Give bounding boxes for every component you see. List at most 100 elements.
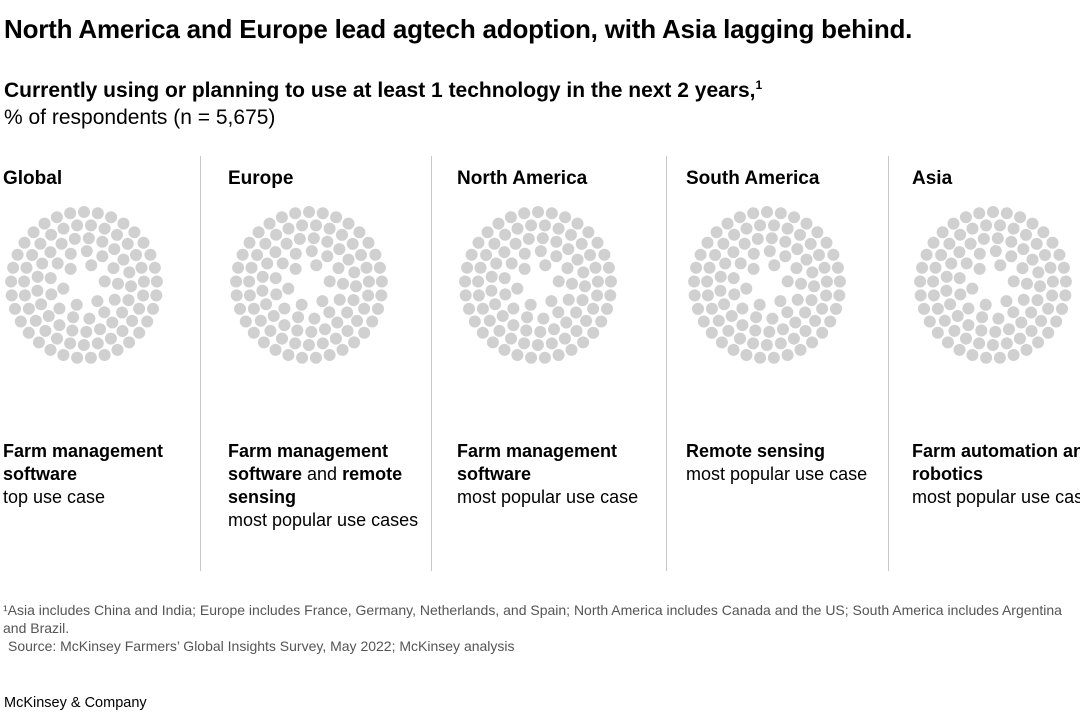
respondent-dot <box>767 351 780 364</box>
respondent-dot <box>989 245 1002 258</box>
respondent-dot <box>794 228 806 241</box>
use-case-highlight: Farm management software <box>457 441 618 484</box>
respondent-dot <box>511 282 524 295</box>
respondent-dot <box>245 261 258 274</box>
respondent-dot <box>1017 293 1030 306</box>
respondent-dot <box>550 235 563 248</box>
respondent-dot <box>362 275 375 288</box>
respondent-dot <box>940 284 953 297</box>
respondent-dot <box>243 236 256 249</box>
respondent-dot <box>824 315 837 328</box>
respondent-dot <box>116 306 129 319</box>
respondent-dot <box>55 237 68 250</box>
respondent-dot <box>1046 275 1059 288</box>
respondent-dot <box>808 280 820 293</box>
respondent-dot <box>45 288 58 301</box>
respondent-dot <box>1050 315 1063 328</box>
respondent-dot <box>973 207 986 220</box>
respondent-dot <box>98 306 111 319</box>
region-name: Europe <box>228 168 294 189</box>
use-case-label: most popular use case <box>686 464 868 484</box>
respondent-dot <box>964 237 977 250</box>
respondent-dot <box>753 298 766 311</box>
respondent-dot <box>561 262 574 275</box>
subtitle-footnote-marker: 1 <box>755 78 763 92</box>
respondent-dot <box>1046 289 1059 302</box>
respondent-dot <box>98 275 111 288</box>
respondent-dot <box>252 226 265 239</box>
respondent-dot <box>552 275 565 288</box>
use-case-text: Farm management software top use case <box>3 440 223 509</box>
respondent-dot <box>538 351 551 364</box>
respondent-dot <box>360 261 373 274</box>
subtitle-text: Currently using or planning to use at le… <box>4 79 756 102</box>
respondent-dot <box>45 228 58 241</box>
respondent-dot <box>747 247 760 260</box>
source-text: Source: McKinsey Farmers’ Global Insight… <box>8 638 515 654</box>
respondent-dot <box>14 315 27 328</box>
respondent-dot <box>552 306 565 319</box>
respondent-dot <box>701 236 714 249</box>
respondent-dot <box>316 337 329 350</box>
respondent-dot <box>966 349 979 361</box>
respondent-dot <box>296 219 309 232</box>
respondent-dot <box>1059 275 1072 288</box>
respondent-dot <box>112 277 124 290</box>
respondent-dot <box>559 211 572 224</box>
respondent-dot <box>1026 217 1039 230</box>
respondent-dot <box>927 275 940 288</box>
respondent-dot <box>18 275 31 288</box>
respondent-dot <box>558 332 571 345</box>
respondent-dot <box>571 217 584 230</box>
respondent-dot <box>66 324 79 337</box>
respondent-dot <box>504 211 517 224</box>
respondent-dot <box>986 339 999 351</box>
respondent-dot <box>768 259 781 272</box>
respondent-dot <box>269 246 282 259</box>
respondent-dot <box>1025 306 1038 319</box>
respondent-dot <box>247 302 260 315</box>
respondent-dot <box>763 325 776 338</box>
respondent-dot <box>960 332 972 345</box>
panel-divider <box>200 156 201 571</box>
respondent-dot <box>1007 306 1020 319</box>
respondent-dot <box>935 249 948 261</box>
respondent-dot <box>276 332 288 345</box>
respondent-dot <box>106 316 119 329</box>
respondent-dot <box>827 248 840 261</box>
respondent-dot <box>722 324 735 337</box>
respondent-dot <box>91 207 104 220</box>
respondent-dot <box>750 311 763 324</box>
respondent-dot <box>522 232 535 245</box>
respondent-dot <box>31 284 44 297</box>
respondent-dot <box>111 228 123 241</box>
respondent-dot <box>833 289 846 302</box>
respondent-dot <box>485 284 498 297</box>
respondent-dot <box>914 289 927 302</box>
respondent-dot <box>472 289 485 302</box>
respondent-dot <box>342 253 355 266</box>
respondent-dot <box>604 275 617 288</box>
respondent-dot <box>282 282 295 295</box>
respondent-dot <box>1020 228 1032 241</box>
respondent-dot <box>474 261 487 274</box>
respondent-dot <box>690 261 703 274</box>
respondent-dot <box>5 275 18 288</box>
respondent-dot <box>358 326 371 339</box>
respondent-dot <box>518 207 531 220</box>
respondent-dot <box>749 324 762 337</box>
respondent-dot <box>602 261 615 274</box>
respondent-dot <box>511 349 524 361</box>
respondent-dot <box>560 316 573 329</box>
respondent-dot <box>774 295 787 308</box>
respondent-dot <box>709 249 722 261</box>
respondent-dot <box>1007 222 1020 235</box>
respondent-dot <box>137 289 150 302</box>
respondent-dot <box>305 325 318 338</box>
respondent-dot <box>150 289 163 302</box>
respondent-dot <box>489 298 502 311</box>
respondent-dot <box>705 326 718 339</box>
respondent-dot <box>813 249 825 261</box>
respondent-dot <box>787 332 800 345</box>
respondent-dot <box>316 207 329 220</box>
